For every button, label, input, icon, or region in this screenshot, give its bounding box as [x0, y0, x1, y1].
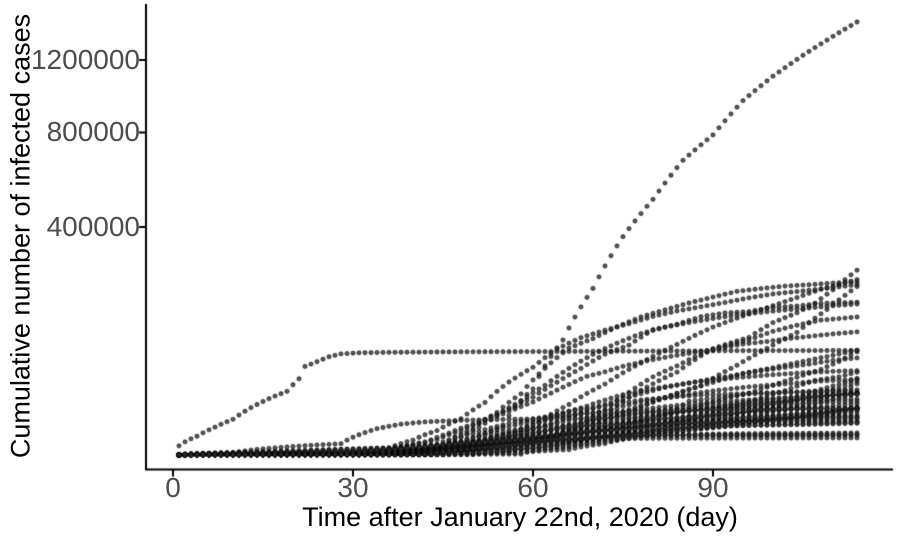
x-tick-label: 90: [697, 472, 729, 503]
y-axis-title: Cumulative number of infected cases: [5, 13, 36, 459]
y-tick-label: 400000: [46, 210, 140, 242]
x-axis-title: Time after January 22nd, 2020 (day): [302, 502, 738, 532]
x-tick-label: 0: [165, 472, 181, 503]
y-tick-label: 1200000: [30, 43, 140, 75]
y-tick-label: 800000: [46, 116, 140, 148]
x-tick-label: 30: [337, 472, 369, 503]
x-tick-label: 60: [517, 472, 549, 503]
